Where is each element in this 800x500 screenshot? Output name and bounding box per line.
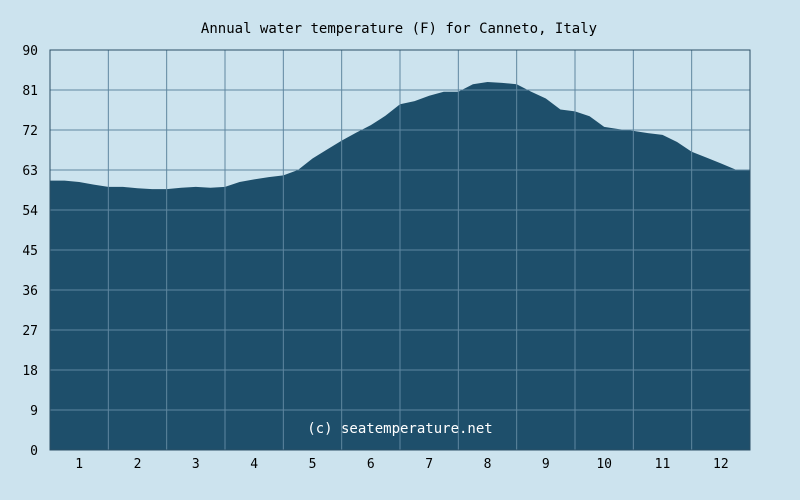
y-tick-label: 63 (22, 164, 38, 179)
y-tick-label: 36 (22, 284, 38, 299)
x-tick-label: 11 (655, 457, 671, 472)
y-tick-label: 54 (22, 204, 38, 219)
y-tick-label: 0 (30, 444, 38, 459)
x-tick-label: 2 (134, 457, 142, 472)
y-tick-label: 27 (22, 324, 38, 339)
x-tick-label: 1 (75, 457, 83, 472)
y-tick-label: 18 (22, 364, 38, 379)
y-tick-label: 81 (22, 84, 38, 99)
x-tick-label: 10 (596, 457, 612, 472)
x-tick-label: 12 (713, 457, 729, 472)
watermark-text: (c) seatemperature.net (307, 421, 492, 437)
y-tick-label: 45 (22, 244, 38, 259)
x-tick-label: 5 (309, 457, 317, 472)
x-tick-label: 3 (192, 457, 200, 472)
x-tick-label: 9 (542, 457, 550, 472)
x-tick-label: 6 (367, 457, 375, 472)
y-tick-label: 90 (22, 44, 38, 59)
y-tick-label: 9 (30, 404, 38, 419)
x-tick-label: 7 (425, 457, 433, 472)
chart-title: Annual water temperature (F) for Canneto… (201, 21, 597, 37)
plot-frame (49, 49, 751, 451)
x-tick-label: 4 (250, 457, 258, 472)
y-tick-label: 72 (22, 124, 38, 139)
x-tick-label: 8 (484, 457, 492, 472)
